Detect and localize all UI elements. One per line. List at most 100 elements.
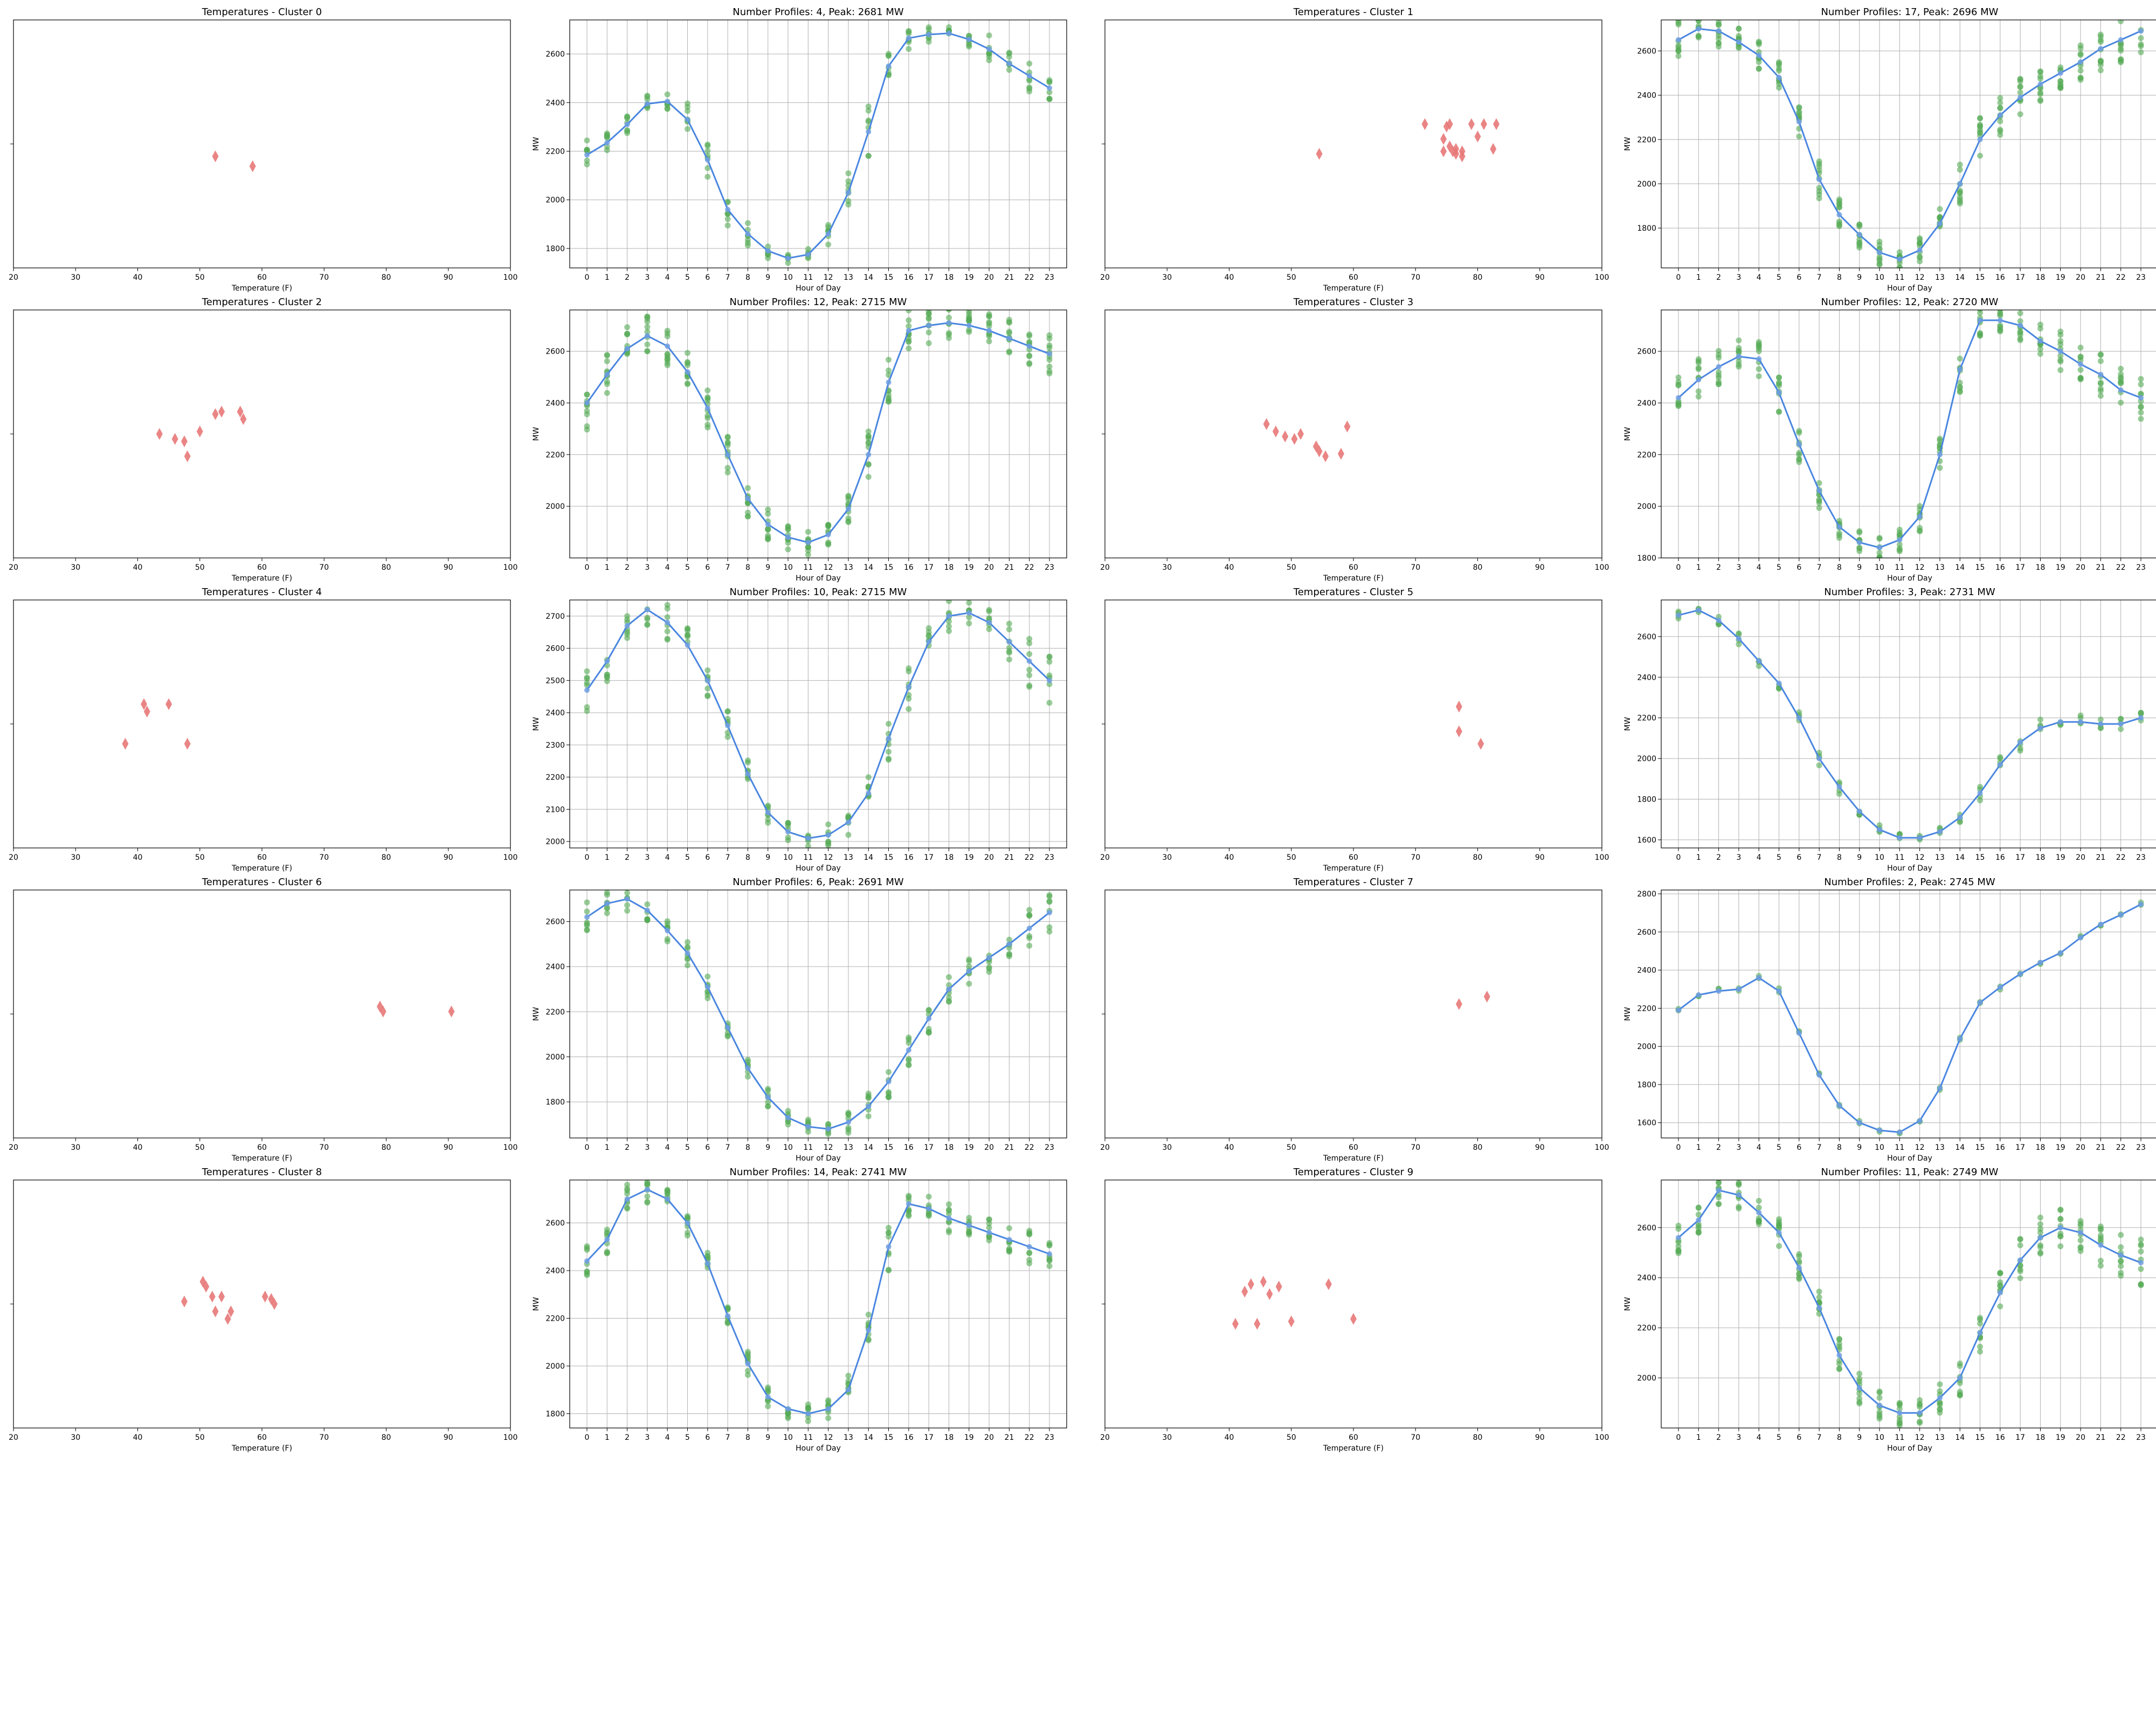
profile-point [945,1211,952,1217]
y-axis-label: MW [532,1297,541,1311]
temperature-point [1455,700,1462,713]
x-tick-label: 0 [585,563,590,572]
profile-point [644,313,651,320]
y-tick-label: 2400 [545,399,565,408]
x-tick-label: 0 [585,273,590,282]
profile-point [765,510,771,517]
profile-point [906,323,912,329]
mean-point [745,495,751,501]
profile-point [1997,1270,2003,1276]
mean-point [1676,37,1681,43]
x-tick-label: 20 [1100,853,1110,862]
mean-point [1856,1385,1862,1391]
x-tick-label: 9 [1857,563,1862,572]
profile-point [1046,1263,1053,1269]
x-tick-label: 12 [1915,853,1925,862]
x-axis-label: Temperature (F) [231,1444,292,1453]
x-tick-label: 20 [2076,563,2085,572]
temperature-point [1316,148,1323,160]
profile-point [2077,344,2084,351]
x-tick-label: 20 [984,853,994,862]
profile-point [1026,933,1033,939]
mean-point [2098,1242,2104,1248]
temperature-point [227,1305,234,1317]
temperature-point [1350,1313,1357,1325]
profile-point [1026,353,1033,359]
profile-point [1046,700,1053,706]
mean-point [2138,28,2144,34]
x-tick-label: 9 [765,853,770,862]
profile-point [865,774,872,781]
profile-point [1675,1226,1682,1232]
profile-point [1006,936,1012,943]
profile-point [805,246,811,252]
mean-point [1047,1251,1052,1257]
mean-point [584,152,590,158]
temperature-point [1266,1288,1273,1300]
profile-point [704,387,711,394]
mean-point [2057,70,2063,76]
profile-point [1796,427,1802,434]
profile-point [644,324,651,330]
x-tick-label: 60 [1349,563,1358,572]
x-tick-label: 18 [944,563,954,572]
x-axis-label: Hour of Day [1887,574,1932,583]
profile-point [604,352,610,358]
mean-point [1816,1072,1822,1078]
profile-point [724,198,731,205]
mean-point [825,231,831,237]
profile-point [1796,1274,1802,1281]
profile-point [2097,388,2104,394]
x-tick-label: 21 [1004,563,1014,572]
profile-point [986,958,992,965]
temperature-point [1291,433,1298,445]
y-tick-label: 1800 [545,1098,565,1107]
profile-point [1977,1348,1984,1355]
profile-point [624,1190,631,1197]
x-tick-label: 12 [824,273,833,282]
profile-point [1006,1225,1012,1232]
profile-point [2097,1234,2104,1241]
profile-point [886,1225,892,1231]
profile-point [986,1237,992,1244]
mean-point [1937,452,1943,458]
profile-point [704,685,711,692]
profile-point [886,721,892,727]
profile-point [1716,1194,1722,1200]
profile-point [1856,236,1863,243]
mean-point [1856,809,1862,815]
x-tick-label: 5 [1777,1433,1781,1442]
mean-point [845,819,851,825]
temperature-point [448,1005,455,1018]
x-tick-label: 19 [964,273,974,282]
x-tick-label: 0 [585,853,590,862]
x-tick-label: 30 [71,1433,80,1442]
mean-point [1716,28,1722,34]
profile-point [945,1227,952,1233]
y-tick-label: 2500 [545,677,565,685]
x-tick-label: 13 [1935,1433,1945,1442]
mean-point [785,1115,791,1121]
x-tick-label: 30 [71,273,80,282]
profile-point [1756,373,1762,380]
profile-point [1896,1400,1903,1406]
x-tick-label: 7 [1817,1433,1822,1442]
x-tick-label: 21 [2096,1433,2105,1442]
temperature-point [1440,133,1447,145]
x-tick-label: 1 [1696,1143,1701,1152]
mean-point [644,606,650,612]
profile-point [1776,374,1782,381]
profile-point [1997,105,2003,111]
profile-point [986,32,992,39]
y-tick-label: 2600 [1637,1224,1656,1232]
x-tick-label: 8 [745,563,750,572]
profile-point [664,636,671,642]
profile-point [1026,60,1033,67]
profile-point [886,391,892,398]
x-tick-label: 23 [1045,1143,1054,1152]
x-tick-label: 70 [1411,1433,1420,1442]
mean-profile-line [586,609,1051,839]
mean-point [2037,725,2043,731]
profile-point [1776,409,1782,415]
profile-point [845,1127,852,1133]
